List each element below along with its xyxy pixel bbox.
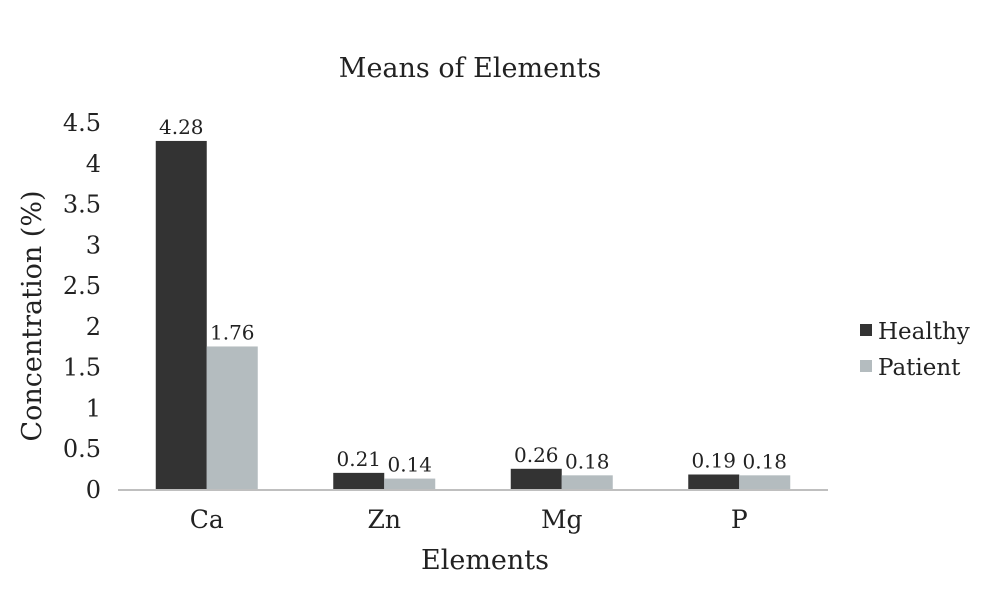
bar-healthy-zn [333, 472, 385, 490]
chart-title: Means of Elements [339, 53, 601, 84]
bar-patient-mg [561, 475, 613, 490]
bar-patient-p [739, 475, 791, 490]
data-labels: 4.281.760.21 0.14 0.26 0.18 0.19 0.18 [159, 115, 787, 477]
legend-swatch [860, 324, 872, 336]
x-category-label: P [731, 505, 748, 534]
x-category-label: Ca [190, 505, 224, 534]
x-category-label: Zn [368, 505, 401, 534]
legend: Healthy Patient [860, 319, 970, 381]
y-tick-label: 0 [86, 476, 101, 504]
data-label: 0.21 [336, 447, 381, 471]
data-label: 0.14 [387, 453, 432, 477]
y-tick-label: 2.5 [63, 272, 101, 300]
y-axis-label: Concentration (%) [17, 190, 48, 441]
y-tick-label: 0.5 [63, 435, 101, 463]
bar-healthy-mg [510, 468, 562, 490]
x-axis-categories: Ca Zn Mg P [190, 505, 748, 534]
legend-label: Healthy [878, 319, 970, 345]
y-tick-label: 4.5 [63, 109, 101, 137]
y-axis-ticks: 0 0.5 1 1.5 2 2.5 3 3.5 4 4.5 [63, 109, 101, 504]
y-tick-label: 1 [86, 394, 101, 422]
y-tick-label: 1.5 [63, 354, 101, 382]
bars [155, 140, 791, 491]
data-label: 0.18 [565, 449, 610, 473]
bar-healthy-p [688, 474, 740, 490]
x-category-label: Mg [541, 505, 583, 534]
y-tick-label: 2 [86, 313, 101, 341]
legend-swatch [860, 360, 872, 372]
bar-healthy-ca [155, 140, 207, 491]
y-tick-label: 3.5 [63, 191, 101, 219]
data-label: 1.76 [210, 320, 255, 344]
y-tick-label: 4 [86, 150, 101, 178]
bar-patient-ca [206, 346, 258, 490]
legend-label: Patient [878, 355, 961, 381]
bar-patient-zn [384, 478, 436, 490]
data-label: 0.26 [514, 443, 559, 467]
data-label: 0.19 [691, 449, 736, 473]
y-tick-label: 3 [86, 231, 101, 259]
data-label: 0.18 [742, 449, 787, 473]
data-label: 4.28 [159, 115, 204, 139]
x-axis-label: Elements [421, 545, 549, 576]
